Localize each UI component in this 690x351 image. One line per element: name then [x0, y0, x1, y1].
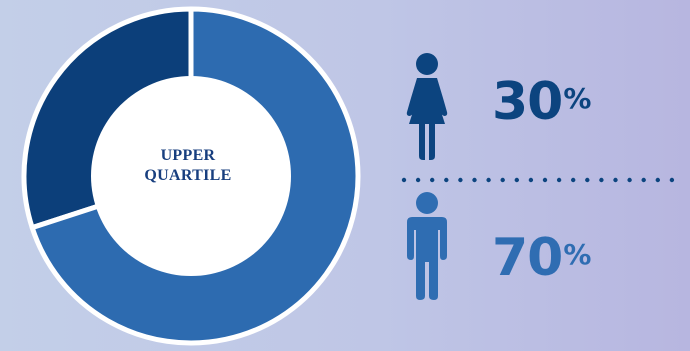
- male-icon: [407, 192, 447, 300]
- divider-dot: [655, 177, 660, 183]
- divider-dot: [500, 177, 505, 183]
- female-value: 30: [492, 72, 563, 132]
- divider-dot: [556, 177, 562, 183]
- divider-dot: [514, 177, 519, 183]
- divider-dot: [585, 177, 590, 183]
- center-label-line-1: UPPER: [160, 147, 216, 164]
- divider-dot: [599, 177, 604, 183]
- male-value: 70: [492, 228, 563, 288]
- divider-dot: [528, 177, 534, 183]
- divider-dot: [542, 177, 548, 183]
- divider-dot: [627, 177, 632, 183]
- male-percentage: 70%: [492, 232, 591, 284]
- divider-dot: [415, 177, 421, 183]
- divider-dot: [641, 177, 646, 183]
- center-label: UPPER QUARTILE: [104, 146, 272, 186]
- divider-dot: [472, 177, 477, 183]
- dotted-divider: [401, 177, 675, 183]
- female-percentage: 30%: [492, 76, 591, 128]
- female-icon: [406, 53, 448, 160]
- divider-dot: [571, 177, 576, 183]
- male-unit: %: [563, 238, 591, 271]
- divider-dot: [458, 177, 463, 183]
- divider-dot: [401, 177, 407, 183]
- divider-dot: [613, 177, 618, 183]
- divider-dot: [444, 177, 449, 183]
- divider-dot: [486, 177, 491, 183]
- donut-hole: [91, 76, 291, 276]
- donut-chart: [22, 7, 360, 345]
- center-label-line-2: QUARTILE: [144, 167, 232, 184]
- divider-dot: [430, 177, 435, 183]
- divider-dot: [669, 177, 675, 183]
- donut-outer-ring: [22, 7, 360, 345]
- female-unit: %: [563, 82, 591, 115]
